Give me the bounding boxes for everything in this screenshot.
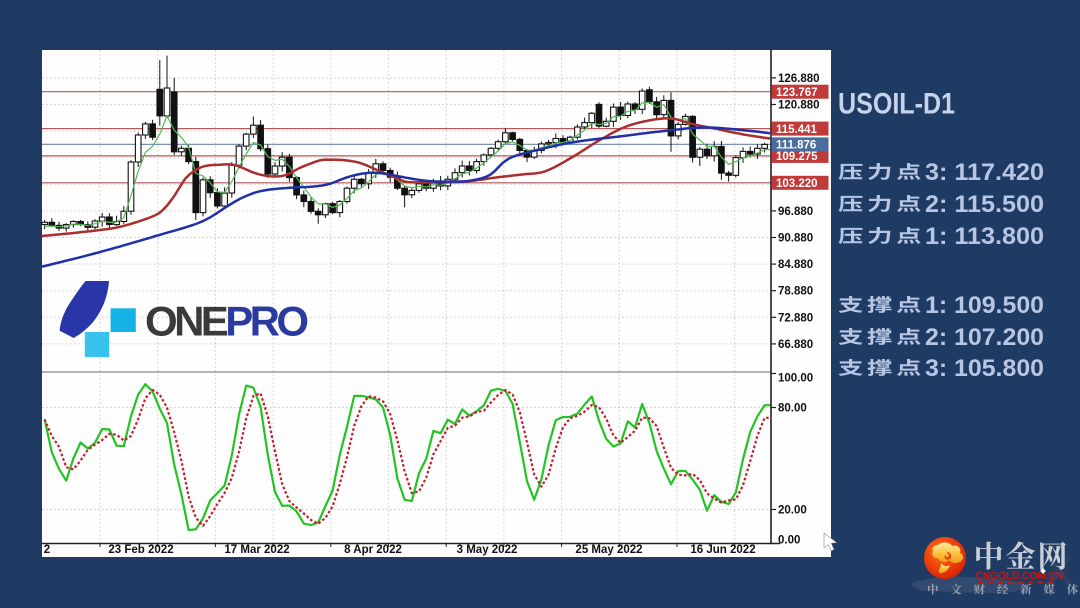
svg-text:115.441: 115.441 — [776, 124, 818, 136]
svg-text:120.880: 120.880 — [778, 100, 820, 112]
svg-text:84.880: 84.880 — [778, 259, 813, 271]
svg-text:78.880: 78.880 — [778, 286, 813, 298]
svg-text:USOIL-D1: USOIL-D1 — [838, 88, 955, 121]
svg-text:25 May 2022: 25 May 2022 — [575, 544, 642, 556]
svg-text:17 Mar 2022: 17 Mar 2022 — [224, 544, 289, 556]
svg-text:109.275: 109.275 — [776, 151, 818, 163]
svg-text:1: 113.800: 1: 113.800 — [925, 223, 1044, 250]
svg-text:0.00: 0.00 — [778, 535, 800, 547]
svg-text:126.880: 126.880 — [778, 73, 820, 85]
svg-text:72.880: 72.880 — [778, 312, 813, 324]
svg-text:111.876: 111.876 — [776, 140, 816, 152]
svg-text:3 May 2022: 3 May 2022 — [457, 544, 518, 556]
svg-text:90.880: 90.880 — [778, 233, 813, 245]
svg-text:100.00: 100.00 — [778, 373, 813, 385]
svg-text:CNGOLD.COM.CN: CNGOLD.COM.CN — [976, 571, 1064, 582]
svg-text:80.00: 80.00 — [778, 403, 807, 415]
svg-text:23 Feb 2022: 23 Feb 2022 — [108, 544, 173, 556]
svg-text:3: 117.420: 3: 117.420 — [925, 159, 1044, 186]
svg-text:66.880: 66.880 — [778, 339, 813, 351]
svg-text:123.767: 123.767 — [776, 87, 818, 99]
svg-text:16 Jun 2022: 16 Jun 2022 — [690, 544, 755, 556]
svg-text:103.220: 103.220 — [776, 178, 818, 190]
svg-text:ONEPRO: ONEPRO — [145, 298, 307, 345]
svg-text:2: 115.500: 2: 115.500 — [925, 191, 1044, 218]
svg-text:2: 2 — [44, 544, 50, 556]
svg-text:3: 105.800: 3: 105.800 — [925, 355, 1044, 382]
svg-text:20.00: 20.00 — [778, 505, 807, 517]
svg-text:2: 107.200: 2: 107.200 — [925, 324, 1044, 351]
svg-text:1: 109.500: 1: 109.500 — [925, 292, 1044, 319]
svg-text:96.880: 96.880 — [778, 206, 813, 218]
svg-text:8 Apr 2022: 8 Apr 2022 — [344, 544, 402, 556]
